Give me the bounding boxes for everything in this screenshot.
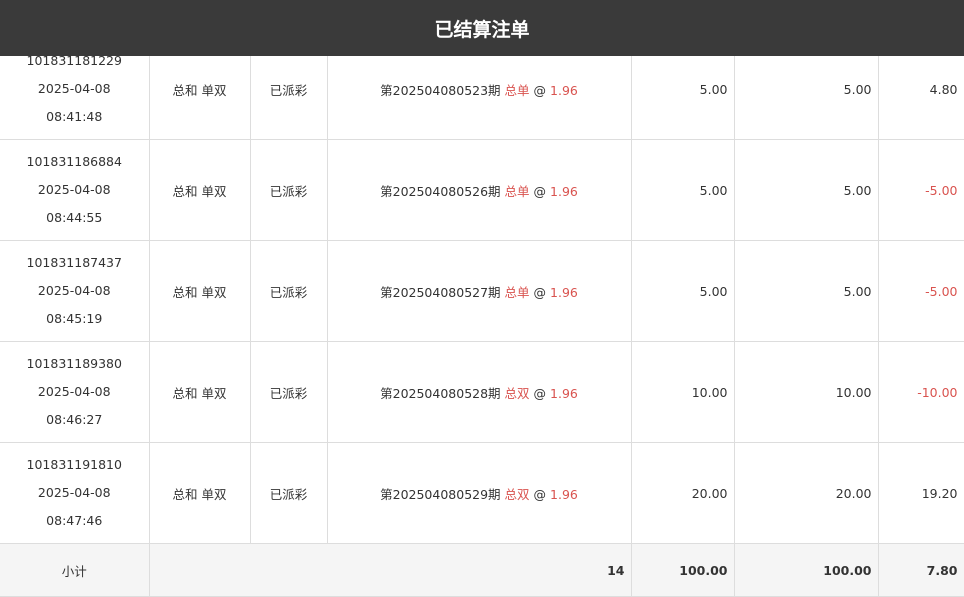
- bet-amount: 10.00: [630, 341, 735, 443]
- table-row: 101831191810 2025-04-08 08:47:46 总和 单双 已派彩…: [0, 442, 964, 544]
- bet-pick: 总双: [504, 385, 530, 401]
- bet-id: 101831181229: [26, 53, 122, 68]
- bet-odds: 1.96: [550, 183, 578, 199]
- table-row: 101831187437 2025-04-08 08:45:19 总和 单双 已派彩…: [0, 240, 964, 342]
- bet-odds: 1.96: [550, 284, 578, 300]
- bet-id: 101831186884: [26, 154, 122, 169]
- bet-amount: 20.00: [630, 442, 735, 544]
- bet-odds: 1.96: [550, 385, 578, 401]
- bet-content: 第202504080527期 总单 @ 1.96: [326, 240, 632, 342]
- bet-valid-amount: 10.00: [733, 341, 879, 443]
- bet-period: 第202504080523期: [380, 82, 501, 98]
- bet-id-cell: 101831186884 2025-04-08 08:44:55: [0, 139, 150, 241]
- bet-time: 08:47:46: [46, 513, 103, 528]
- table-row: 101831189380 2025-04-08 08:46:27 总和 单双 已派彩…: [0, 341, 964, 443]
- subtotal-label: 小计: [0, 543, 150, 597]
- bet-result: -5.00: [877, 240, 964, 342]
- table-row: 101831186884 2025-04-08 08:44:55 总和 单双 已派彩…: [0, 139, 964, 241]
- bet-id-cell: 101831189380 2025-04-08 08:46:27: [0, 341, 150, 443]
- subtotal-valid: 100.00: [733, 543, 879, 597]
- bet-pick: 总单: [504, 284, 530, 300]
- bet-id: 101831191810: [26, 457, 122, 472]
- subtotal-result: 7.80: [877, 543, 964, 597]
- bet-valid-amount: 5.00: [733, 139, 879, 241]
- bet-type: 总和 单双: [148, 442, 251, 544]
- bet-pick: 总单: [504, 183, 530, 199]
- bet-result: -5.00: [877, 139, 964, 241]
- bet-content: 第202504080529期 总双 @ 1.96: [326, 442, 632, 544]
- bets-table-wrapper: 101831181229 2025-04-08 08:41:48 总和 单双 已派彩…: [0, 38, 964, 597]
- bet-at: @: [533, 486, 547, 502]
- bet-date: 2025-04-08: [37, 182, 111, 197]
- bet-id-cell: 101831191810 2025-04-08 08:47:46: [0, 442, 150, 544]
- bet-at: @: [533, 385, 547, 401]
- bet-id-cell: 101831187437 2025-04-08 08:45:19: [0, 240, 150, 342]
- bet-result: -10.00: [877, 341, 964, 443]
- bet-status: 已派彩: [249, 442, 328, 544]
- bet-amount: 5.00: [630, 139, 735, 241]
- bet-type: 总和 单双: [148, 139, 251, 241]
- subtotal-amount: 100.00: [630, 543, 735, 597]
- bet-type: 总和 单双: [148, 341, 251, 443]
- bet-content: 第202504080528期 总双 @ 1.96: [326, 341, 632, 443]
- bet-valid-amount: 20.00: [733, 442, 879, 544]
- bet-period: 第202504080527期: [380, 284, 501, 300]
- bet-pick: 总双: [504, 486, 530, 502]
- bet-date: 2025-04-08: [37, 384, 111, 399]
- bet-result: 19.20: [877, 442, 964, 544]
- bet-status: 已派彩: [249, 240, 328, 342]
- subtotal-row: 小计 14 100.00 100.00 7.80: [0, 543, 964, 597]
- bet-at: @: [533, 284, 547, 300]
- page-title: 已结算注单: [434, 18, 530, 41]
- bet-status: 已派彩: [249, 341, 328, 443]
- bet-odds: 1.96: [550, 486, 578, 502]
- bet-pick: 总单: [504, 82, 530, 98]
- bet-amount: 5.00: [630, 240, 735, 342]
- bet-id: 101831187437: [26, 255, 122, 270]
- subtotal-count: 14: [148, 543, 632, 597]
- bet-time: 08:46:27: [46, 412, 103, 427]
- settled-bets-table: 101831181229 2025-04-08 08:41:48 总和 单双 已派彩…: [0, 38, 964, 597]
- bet-valid-amount: 5.00: [733, 240, 879, 342]
- bet-odds: 1.96: [550, 82, 578, 98]
- bet-period: 第202504080528期: [380, 385, 501, 401]
- bet-date: 2025-04-08: [37, 485, 111, 500]
- bet-time: 08:45:19: [46, 311, 103, 326]
- bet-content: 第202504080526期 总单 @ 1.96: [326, 139, 632, 241]
- bet-type: 总和 单双: [148, 240, 251, 342]
- bet-time: 08:44:55: [46, 210, 103, 225]
- bet-status: 已派彩: [249, 139, 328, 241]
- bet-period: 第202504080526期: [380, 183, 501, 199]
- bet-date: 2025-04-08: [37, 81, 111, 96]
- page-header: 已结算注单: [0, 0, 964, 56]
- bet-at: @: [533, 183, 547, 199]
- bet-time: 08:41:48: [46, 109, 103, 124]
- bet-id: 101831189380: [26, 356, 122, 371]
- bet-date: 2025-04-08: [37, 283, 111, 298]
- bet-at: @: [533, 82, 547, 98]
- bet-period: 第202504080529期: [380, 486, 501, 502]
